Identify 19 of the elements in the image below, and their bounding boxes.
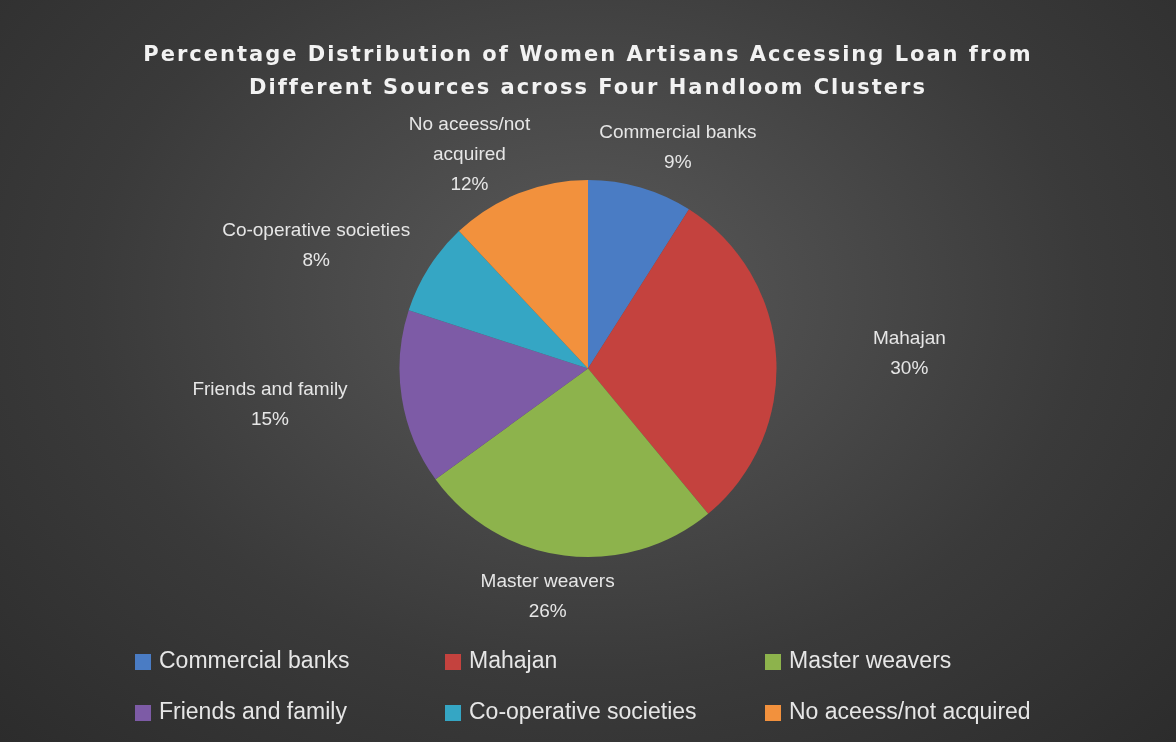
legend-label: No aceess/not acquired (789, 698, 1031, 725)
data-label: 30% (890, 357, 929, 379)
slice-label: No aceess/not acquired (408, 112, 531, 164)
data-label: 26% (528, 599, 567, 621)
slice-label: Master weavers (480, 569, 615, 591)
slice-label: Co-operative societies (222, 218, 411, 240)
data-label: 12% (450, 172, 489, 194)
data-label: 9% (664, 150, 692, 172)
data-label: 15% (250, 407, 290, 429)
legend-label: Mahajan (469, 647, 558, 674)
legend-label: Master weavers (789, 647, 952, 674)
chart-title: Percentage Distribution of Women Artisans Accessing Loan from Different Sources across Four Handloom Clusters (142, 41, 1034, 101)
slice-label: Friends and family (192, 377, 349, 399)
data-label: 8% (302, 248, 330, 270)
legend-label: Co-operative societies (469, 698, 697, 725)
slice-label: Mahajan (872, 327, 946, 349)
legend-label: Friends and family (159, 698, 348, 725)
slice-label: Commercial banks (599, 120, 757, 142)
legend-label: Commercial banks (159, 647, 350, 674)
